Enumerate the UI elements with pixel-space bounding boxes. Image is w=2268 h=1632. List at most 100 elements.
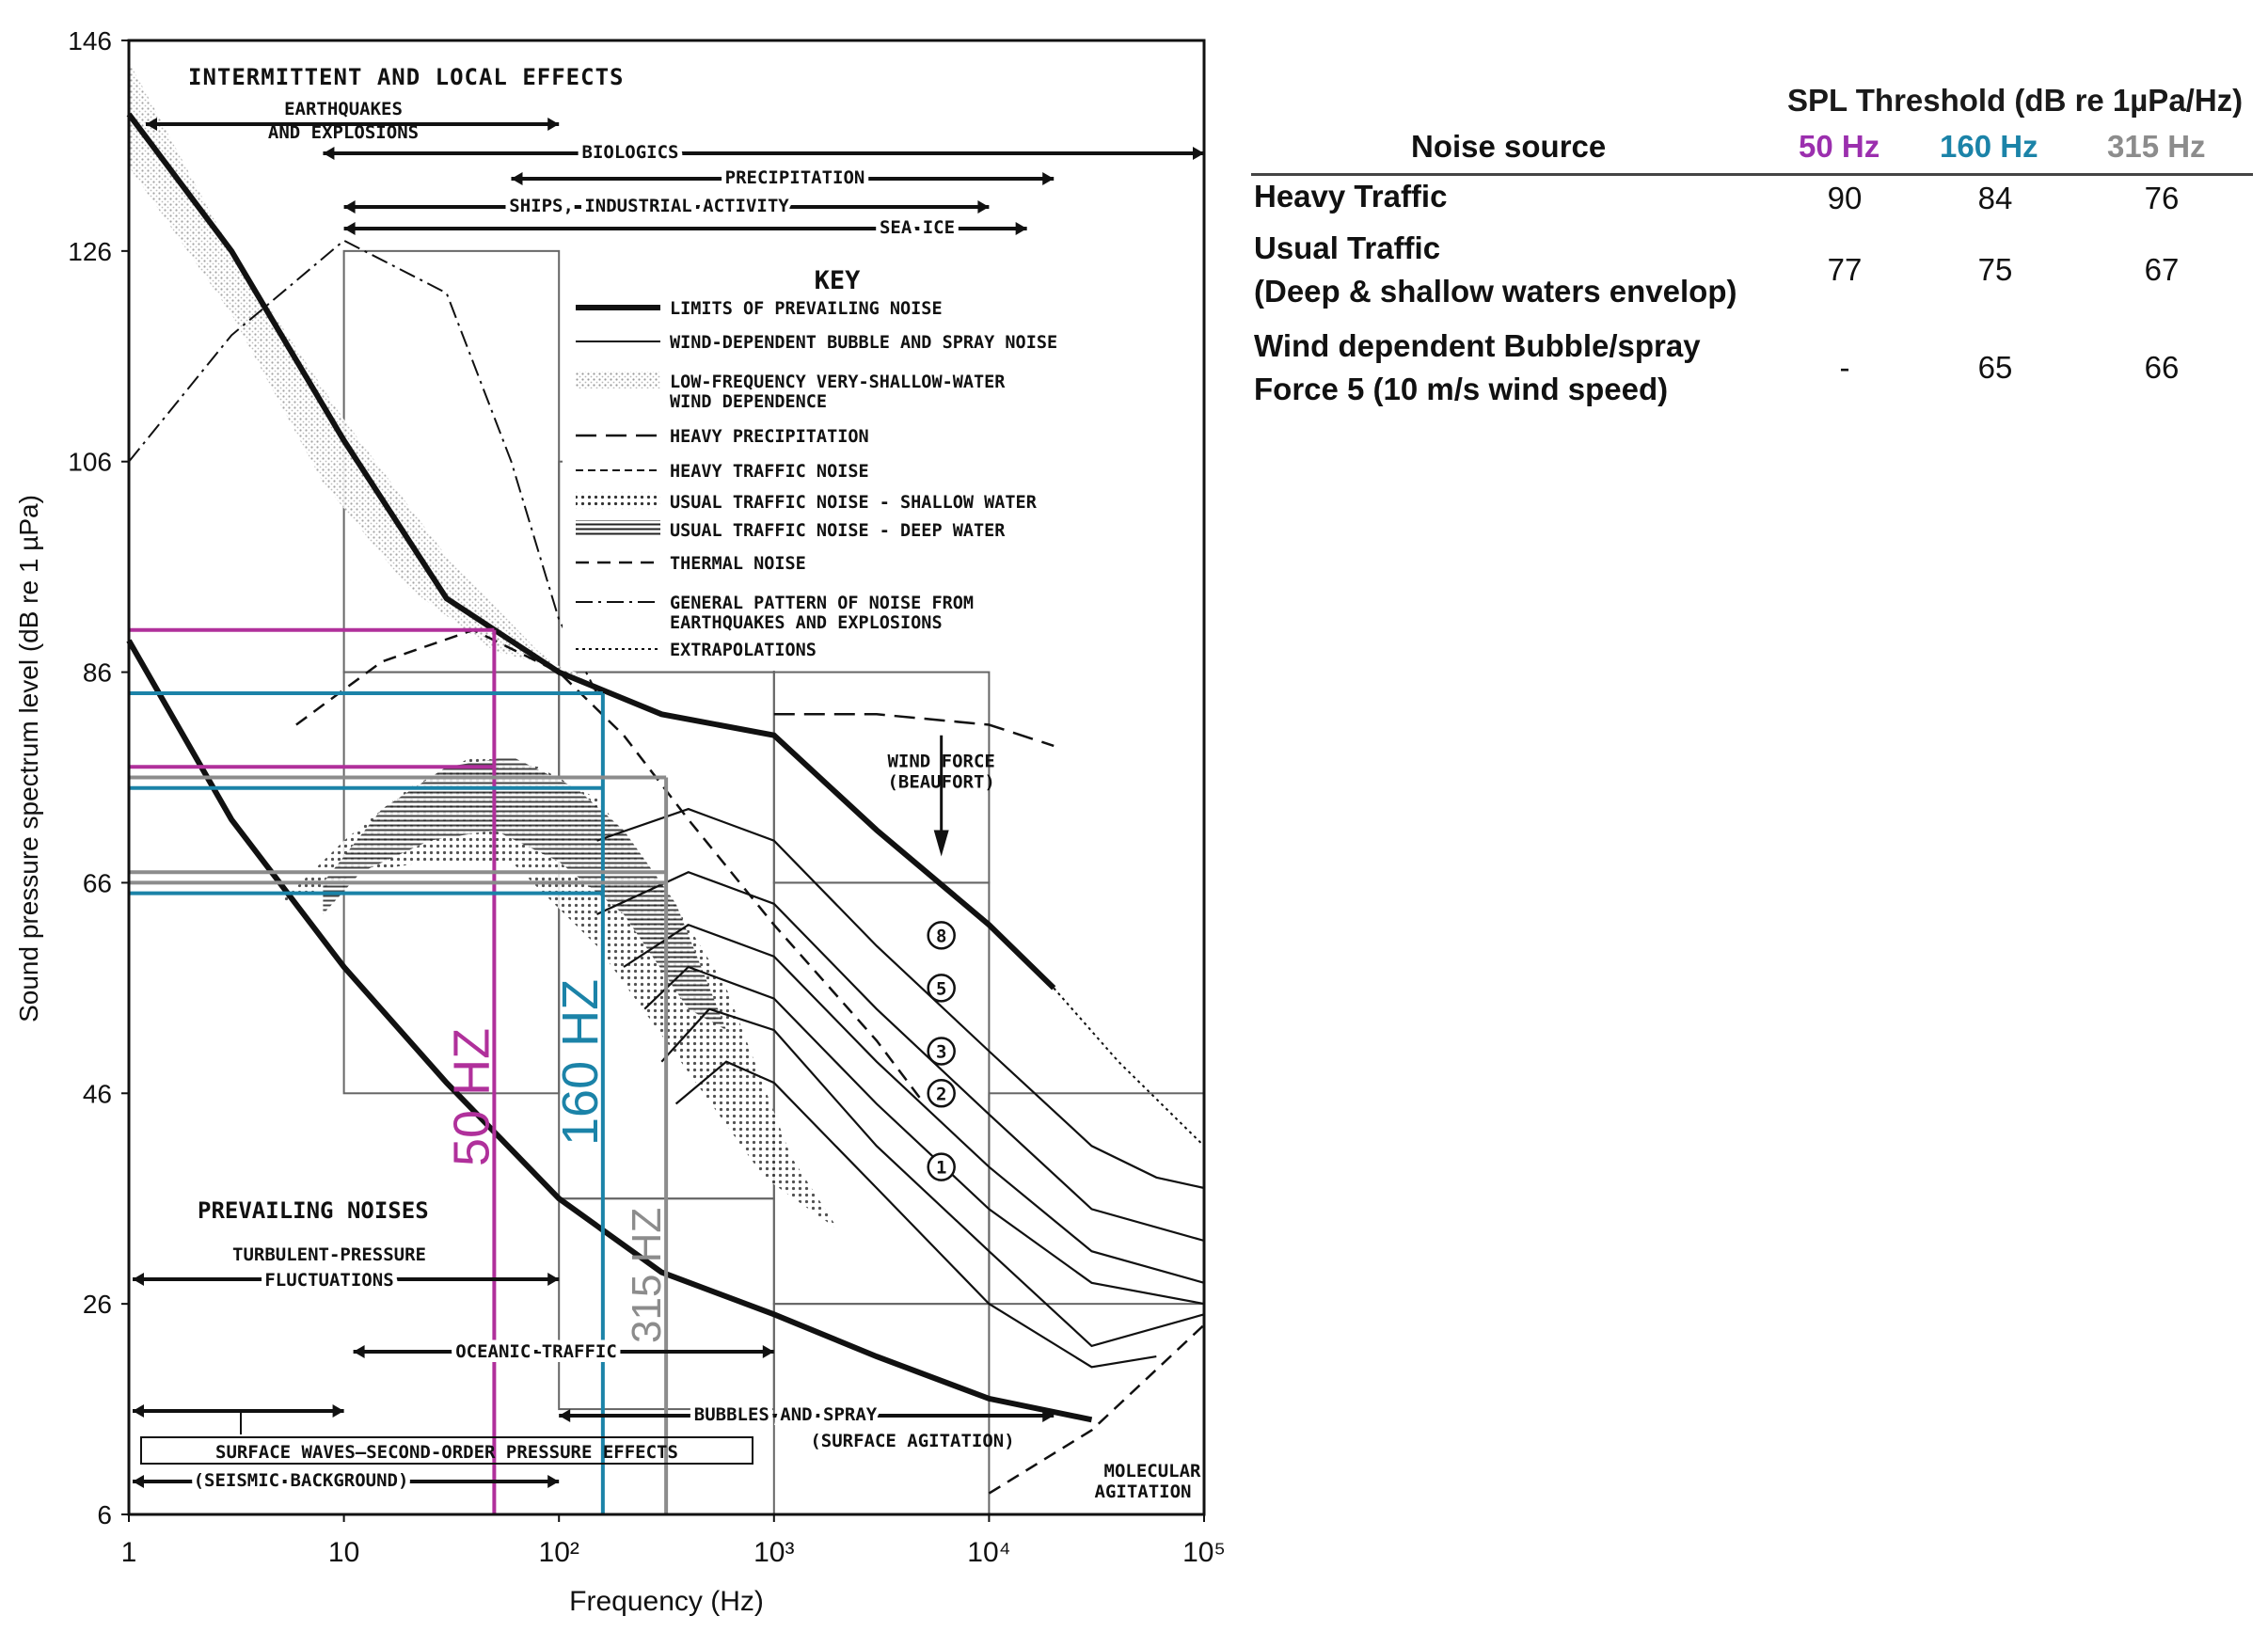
y-tick-label-106: 106 [68, 448, 112, 477]
explosions-label: AND EXPLOSIONS [268, 122, 419, 143]
row-label-heavy-traffic: Heavy Traffic [1254, 179, 1448, 214]
cell-wind-50: - [1839, 350, 1850, 385]
biologics-range-arrow-head-right [1193, 147, 1204, 160]
sea-ice-range-arrow-head-left [343, 222, 356, 235]
key-label-8: GENERAL PATTERN OF NOISE FROM [670, 594, 974, 613]
surface-waves-arrow-head-left [133, 1404, 144, 1418]
spl-threshold-table: SPL Threshold (dB re 1µPa/Hz) Noise sour… [1251, 75, 2262, 433]
row-label-wind-bubble: Wind dependent Bubble/spray Force 5 (10 m… [1254, 328, 1701, 406]
precipitation-range-arrow-head-right [1042, 172, 1055, 185]
earthquakes-range-arrow-head-left [146, 118, 157, 131]
key-label-3: HEAVY PRECIPITATION [670, 427, 869, 447]
wind-force-circle-3 [927, 1037, 956, 1066]
fluctuations-label: FLUCTUATIONS [264, 1270, 393, 1291]
x-tick-label-2: 10² [539, 1537, 579, 1568]
ships-range-arrow-head-right [977, 200, 990, 214]
cell-heavy-160: 84 [1977, 181, 2013, 215]
x-tick-label-4: 10⁴ [967, 1537, 1010, 1568]
y-tick-label-126: 126 [68, 237, 112, 266]
seismic-range-arrow-head-right [547, 1475, 560, 1488]
surface-agitation-label: (SURFACE AGITATION) [810, 1431, 1014, 1451]
grid-cell-5 [772, 881, 991, 1306]
key-label-4: HEAVY TRAFFIC NOISE [670, 462, 869, 482]
marker-label-50hz: 50 HZ [443, 1028, 500, 1166]
x-tick-label-3: 10³ [753, 1537, 794, 1568]
bubbles-spray-label: BUBBLES AND SPRAY [694, 1404, 878, 1425]
wind-force-number-1: 1 [936, 1158, 946, 1179]
sea-ice-range-arrow-head-right [1015, 222, 1027, 235]
wind-force-circle-2 [927, 1079, 956, 1108]
wind-force-arrowhead [933, 830, 949, 857]
upper-prevailing-limit-curve [126, 112, 1056, 990]
cell-usual-160: 75 [1977, 252, 2013, 287]
prevailing-noises-title: PREVAILING NOISES [198, 1197, 429, 1224]
col-header-160hz: 160 Hz [1940, 129, 2038, 164]
seismic-label: (SEISMIC BACKGROUND) [194, 1470, 409, 1491]
surface-waves-box [140, 1436, 753, 1465]
agitation-label: AGITATION [1095, 1481, 1192, 1502]
key-swatch-6 [576, 520, 660, 537]
oceanic-traffic-arrow-head-right [762, 1345, 774, 1358]
wind-force-label: WIND FORCE [887, 751, 994, 771]
cell-wind-315: 66 [2144, 350, 2180, 385]
y-axis-label: Sound pressure spectrum level (dB re 1 µ… [14, 495, 43, 1022]
key-label-8-b: EARTHQUAKES AND EXPLOSIONS [670, 613, 943, 633]
x-tick-label-0: 1 [121, 1537, 137, 1568]
heavy-traffic-curve [295, 628, 926, 1105]
thermal-noise-curve [988, 1323, 1205, 1495]
key-label-5: USUAL TRAFFIC NOISE - SHALLOW WATER [670, 493, 1038, 513]
wind-force-number-8: 8 [936, 926, 946, 946]
bubbles-spray-arrow-head-left [559, 1409, 571, 1422]
key-swatch-5 [576, 492, 660, 509]
precipitation-range-arrow-head-left [511, 172, 523, 185]
earthquakes-label: EARTHQUAKES [284, 99, 403, 119]
turbulent-label: TURBULENT-PRESSURE [232, 1244, 426, 1265]
low-frequency-shallow-wind-region [129, 61, 597, 693]
oceanic-traffic-arrow-head-left [353, 1345, 365, 1358]
wind-force-circle-8 [927, 921, 956, 950]
key-label-1: WIND-DEPENDENT BUBBLE AND SPRAY NOISE [670, 333, 1057, 353]
key-title: KEY [815, 266, 862, 295]
col-header-315hz: 315 Hz [2107, 129, 2206, 164]
col-header-50hz: 50 Hz [1799, 129, 1880, 164]
surface-waves-arrow-head-right [332, 1404, 344, 1418]
marker-label-160hz: 160 HZ [552, 979, 609, 1146]
usual-traffic-deep-region [323, 756, 727, 1031]
wind-force-curve-5 [674, 1060, 1157, 1369]
x-tick-label-1: 10 [328, 1537, 359, 1568]
wind-force-curve-1 [596, 871, 1205, 1243]
ships-range-arrow-head-left [343, 200, 356, 214]
y-tick-label-6: 6 [97, 1500, 112, 1529]
key-label-2-b: WIND DEPENDENCE [670, 392, 827, 412]
turbulent-range-arrow-head-right [547, 1273, 560, 1286]
wind-force-number-3: 3 [936, 1042, 946, 1063]
wind-force-number-5: 5 [936, 978, 946, 999]
wind-force-circle-1 [927, 1152, 956, 1181]
cell-heavy-315: 76 [2144, 181, 2180, 215]
table-header-top: SPL Threshold (dB re 1µPa/Hz) [1787, 83, 2244, 118]
turbulent-range-arrow-head-left [133, 1273, 144, 1286]
row-label-usual-traffic: Usual Traffic (Deep & shallow waters enve… [1254, 230, 1737, 309]
earthquakes-range-arrow-head-right [547, 118, 560, 131]
wind-force-curve-2 [623, 923, 1205, 1284]
seismic-range-arrow-head-left [133, 1475, 144, 1488]
key-background [563, 252, 1174, 671]
noise-source-header: Noise source [1411, 129, 1607, 164]
y-tick-label-146: 146 [68, 26, 112, 55]
noise-chart-panel: 50 HZ 160 HZ 315 HZ 8 5 3 2 1 WIND FORCE (BEAUFO… [14, 26, 1226, 1617]
key-label-6: USUAL TRAFFIC NOISE - DEEP WATER [670, 521, 1006, 541]
wind-force-number-2: 2 [936, 1084, 946, 1104]
heavy-precipitation-curve [773, 713, 1055, 748]
wind-force-curve-4 [660, 1007, 1205, 1348]
grid-cell-6 [988, 1092, 1206, 1306]
intermittent-banner: INTERMITTENT AND LOCAL EFFECTS [188, 64, 624, 90]
key-label-2: LOW-FREQUENCY VERY-SHALLOW-WATER [670, 372, 1006, 392]
key-label-9: EXTRAPOLATIONS [670, 641, 817, 660]
noise-spectrum-chart: 50 HZ 160 HZ 315 HZ 8 5 3 2 1 WIND FORCE(BEAUFO… [14, 26, 1226, 1617]
biologics-label: BIOLOGICS [582, 142, 679, 163]
precipitation-label: PRECIPITATION [725, 167, 865, 188]
earthquake-explosion-curve [128, 239, 598, 694]
biologics-range-arrow-head-left [323, 147, 335, 160]
plot-frame [127, 39, 1206, 1516]
wind-force-circle-5 [927, 974, 956, 1003]
